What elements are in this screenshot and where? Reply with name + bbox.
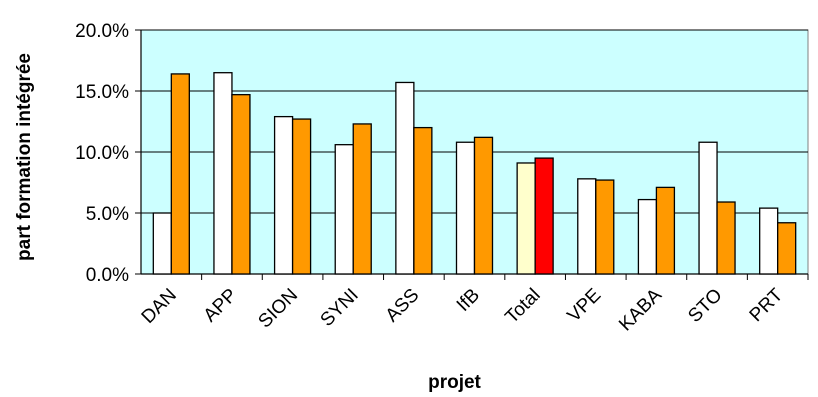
x-axis-title: projet (428, 372, 481, 393)
y-tick-label: 0.0% (86, 265, 129, 286)
bar-vpe-2 (595, 179, 615, 275)
bar-ass-2 (413, 126, 433, 275)
x-tick-labels: DAN APP SION SYNI ASS IfB Total VPE KABA STO PRT (138, 274, 809, 335)
x-tick-label: PRT (746, 284, 788, 326)
x-tick-label: SION (254, 285, 302, 333)
bar-sion-1 (273, 115, 294, 275)
y-tick-labels: 0.0% 5.0% 10.0% 15.0% 20.0% (75, 21, 129, 286)
x-tick-label: Total (501, 285, 544, 328)
bar-kaba-2 (655, 186, 676, 275)
bar-syni-2 (352, 123, 372, 275)
bar-prt-1 (759, 207, 779, 275)
bar-dan-1 (152, 212, 172, 275)
y-tick-label: 10.0% (75, 143, 129, 164)
x-tick-label: STO (684, 285, 726, 327)
y-tick-label: 15.0% (75, 82, 129, 103)
bar-ifb-2 (473, 136, 494, 275)
bar-total-1 (516, 162, 536, 275)
bar-dan-2 (170, 73, 190, 275)
x-tick-label: SYNI (317, 285, 363, 331)
x-tick-label: APP (200, 285, 242, 327)
y-tick-label: 20.0% (75, 21, 129, 42)
bar-syni-1 (334, 144, 354, 275)
bar-total-2 (534, 157, 554, 275)
x-tick-label: VPE (564, 285, 606, 327)
bar-app-1 (213, 72, 233, 275)
bar-vpe-1 (577, 178, 597, 275)
y-axis-title: part formation intégrée (14, 53, 35, 261)
bar-kaba-1 (637, 198, 658, 275)
bar-sto-2 (716, 201, 736, 275)
x-tick-label: DAN (138, 285, 181, 328)
x-tick-label: IfB (453, 285, 484, 316)
bars (152, 72, 797, 275)
bar-app-2 (231, 94, 251, 275)
y-tick-label: 5.0% (86, 204, 129, 225)
x-tick-label: KABA (615, 284, 666, 335)
x-tick-label: ASS (382, 285, 424, 327)
bar-ass-1 (395, 81, 415, 275)
bar-ifb-1 (455, 141, 476, 275)
bar-prt-2 (777, 222, 797, 275)
bar-sion-2 (291, 118, 312, 275)
bar-sto-1 (698, 141, 718, 275)
